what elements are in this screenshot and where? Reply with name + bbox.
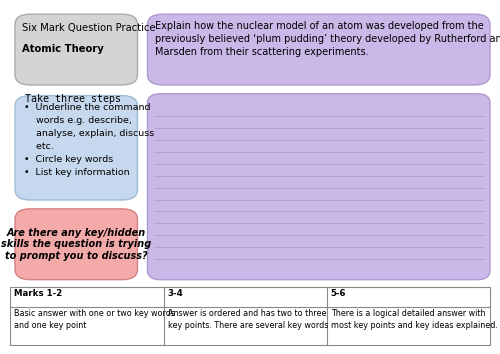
Text: Answer is ordered and has two to three
key points. There are several key words: Answer is ordered and has two to three k… bbox=[168, 309, 328, 330]
Text: •  Underline the command
    words e.g. describe,
    analyse, explain, discuss
: • Underline the command words e.g. descr… bbox=[24, 103, 154, 177]
Text: Basic answer with one or two key words
and one key point: Basic answer with one or two key words a… bbox=[14, 309, 175, 330]
FancyBboxPatch shape bbox=[15, 209, 138, 280]
Text: Six Mark Question Practice: Six Mark Question Practice bbox=[22, 23, 156, 33]
Text: 3-4: 3-4 bbox=[168, 289, 184, 298]
FancyBboxPatch shape bbox=[148, 14, 490, 85]
Text: Are there any key/hidden
skills the question is trying
to prompt you to discuss?: Are there any key/hidden skills the ques… bbox=[1, 228, 152, 261]
Text: 5-6: 5-6 bbox=[331, 289, 346, 298]
FancyBboxPatch shape bbox=[15, 14, 138, 85]
Text: Explain how the nuclear model of an atom was developed from the
previously belie: Explain how the nuclear model of an atom… bbox=[155, 21, 500, 57]
Text: Take three steps: Take three steps bbox=[25, 94, 121, 104]
FancyBboxPatch shape bbox=[148, 94, 490, 280]
Bar bbox=[10, 287, 490, 345]
Text: Marks 1-2: Marks 1-2 bbox=[14, 289, 62, 298]
FancyBboxPatch shape bbox=[15, 96, 138, 200]
Text: There is a logical detailed answer with
most key points and key ideas explained.: There is a logical detailed answer with … bbox=[331, 309, 498, 330]
Text: Atomic Theory: Atomic Theory bbox=[22, 44, 104, 54]
